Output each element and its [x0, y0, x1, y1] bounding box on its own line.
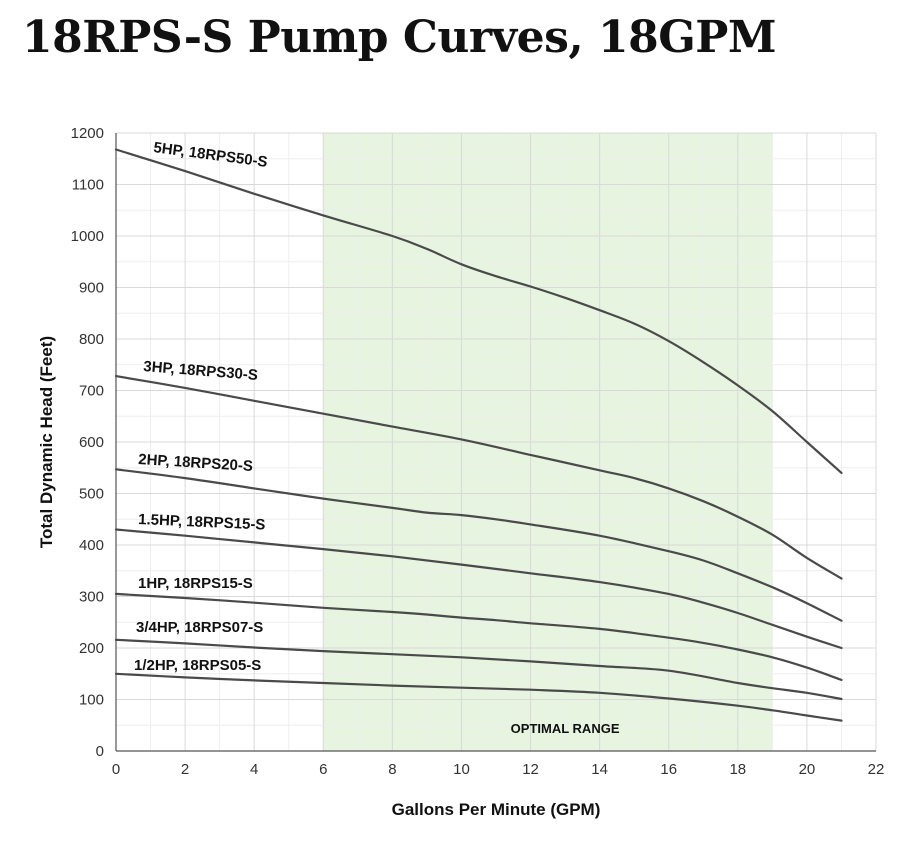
y-tick-label: 400	[79, 537, 104, 554]
curve-label: 1.5HP, 18RPS15-S	[138, 511, 266, 534]
y-tick-label: 100	[79, 692, 104, 709]
x-tick-label: 22	[868, 761, 885, 778]
x-tick-label: 12	[522, 761, 539, 778]
y-tick-label: 800	[79, 331, 104, 348]
pump-curve-line	[114, 468, 843, 622]
curve-label: 3/4HP, 18RPS07-S	[136, 619, 263, 636]
pump-curve-line	[114, 672, 843, 722]
y-tick-label: 1000	[71, 228, 104, 245]
x-tick-label: 20	[799, 761, 816, 778]
x-tick-labels: 0 2 4 6 8 10 12 14 16 18 20 22	[112, 761, 885, 778]
pump-curve-line	[114, 638, 843, 701]
pump-curve-line	[114, 148, 843, 474]
y-tick-label: 300	[79, 589, 104, 606]
y-tick-label: 1200	[71, 125, 104, 142]
optimal-range-label: OPTIMAL RANGE	[511, 721, 620, 736]
curve-label: 1HP, 18RPS15-S	[138, 575, 253, 592]
x-tick-label: 0	[112, 761, 120, 778]
curve-label: 3HP, 18RPS30-S	[143, 358, 259, 384]
x-tick-label: 16	[660, 761, 677, 778]
pump-curve-line	[114, 375, 843, 580]
y-tick-labels: 0 100 200 300 400 500 600 700 800 900 1000 1100 1200	[71, 125, 104, 760]
y-tick-label: 0	[96, 743, 104, 760]
x-tick-label: 2	[181, 761, 189, 778]
x-tick-label: 6	[319, 761, 327, 778]
curve-label: 1/2HP, 18RPS05-S	[134, 657, 261, 674]
y-tick-label: 700	[79, 383, 104, 400]
page-title: 18RPS-S Pump Curves, 18GPM	[22, 12, 777, 63]
axes	[115, 133, 876, 752]
major-gridlines	[116, 132, 877, 751]
x-tick-label: 4	[250, 761, 258, 778]
x-tick-label: 8	[388, 761, 396, 778]
pump-curves	[114, 148, 843, 722]
y-tick-label: 900	[79, 280, 104, 297]
y-tick-label: 600	[79, 434, 104, 451]
x-axis-title: Gallons Per Minute (GPM)	[392, 800, 601, 819]
y-tick-label: 500	[79, 486, 104, 503]
pump-curve-line	[114, 528, 843, 650]
y-axis-title: Total Dynamic Head (Feet)	[37, 336, 56, 548]
pump-curve-line	[114, 592, 843, 681]
x-tick-label: 14	[591, 761, 608, 778]
y-tick-label: 200	[79, 640, 104, 657]
x-tick-label: 18	[729, 761, 746, 778]
x-tick-label: 10	[453, 761, 470, 778]
curve-label: 2HP, 18RPS20-S	[138, 451, 254, 475]
y-tick-label: 1100	[72, 177, 104, 194]
